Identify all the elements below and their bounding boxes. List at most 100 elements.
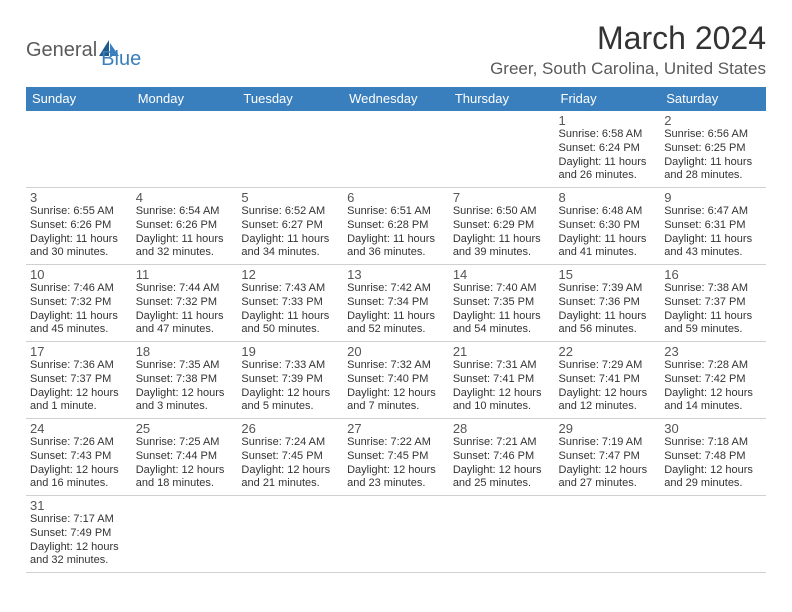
calendar-cell-day-30: 30Sunrise: 7:18 AMSunset: 7:48 PMDayligh… xyxy=(660,419,766,496)
daylight-text: Daylight: 11 hours and 52 minutes. xyxy=(347,310,445,338)
daylight-text: Daylight: 12 hours and 23 minutes. xyxy=(347,464,445,492)
day-info: Sunrise: 7:17 AMSunset: 7:49 PMDaylight:… xyxy=(30,513,128,568)
day-info: Sunrise: 7:22 AMSunset: 7:45 PMDaylight:… xyxy=(347,436,445,491)
calendar-cell-day-6: 6Sunrise: 6:51 AMSunset: 6:28 PMDaylight… xyxy=(343,188,449,265)
location-subtitle: Greer, South Carolina, United States xyxy=(490,59,766,79)
day-number: 4 xyxy=(136,190,234,205)
sunset-text: Sunset: 6:31 PM xyxy=(664,219,762,233)
day-info: Sunrise: 7:28 AMSunset: 7:42 PMDaylight:… xyxy=(664,359,762,414)
sunrise-text: Sunrise: 7:19 AM xyxy=(559,436,657,450)
day-info: Sunrise: 7:29 AMSunset: 7:41 PMDaylight:… xyxy=(559,359,657,414)
calendar-cell-day-21: 21Sunrise: 7:31 AMSunset: 7:41 PMDayligh… xyxy=(449,342,555,419)
sunset-text: Sunset: 7:45 PM xyxy=(241,450,339,464)
sunrise-text: Sunrise: 7:22 AM xyxy=(347,436,445,450)
sunrise-text: Sunrise: 6:54 AM xyxy=(136,205,234,219)
calendar-cell-day-5: 5Sunrise: 6:52 AMSunset: 6:27 PMDaylight… xyxy=(237,188,343,265)
calendar-cell-empty xyxy=(449,111,555,188)
daylight-text: Daylight: 11 hours and 39 minutes. xyxy=(453,233,551,261)
daylight-text: Daylight: 12 hours and 14 minutes. xyxy=(664,387,762,415)
sunrise-text: Sunrise: 6:47 AM xyxy=(664,205,762,219)
sunrise-text: Sunrise: 7:32 AM xyxy=(347,359,445,373)
day-number: 25 xyxy=(136,421,234,436)
calendar-cell-day-3: 3Sunrise: 6:55 AMSunset: 6:26 PMDaylight… xyxy=(26,188,132,265)
column-header-sunday: Sunday xyxy=(26,87,132,111)
sunset-text: Sunset: 7:34 PM xyxy=(347,296,445,310)
sunrise-text: Sunrise: 7:35 AM xyxy=(136,359,234,373)
day-info: Sunrise: 6:48 AMSunset: 6:30 PMDaylight:… xyxy=(559,205,657,260)
sunset-text: Sunset: 7:47 PM xyxy=(559,450,657,464)
sunset-text: Sunset: 7:46 PM xyxy=(453,450,551,464)
calendar-cell-empty xyxy=(660,496,766,573)
day-info: Sunrise: 7:40 AMSunset: 7:35 PMDaylight:… xyxy=(453,282,551,337)
sunrise-text: Sunrise: 6:58 AM xyxy=(559,128,657,142)
sunset-text: Sunset: 7:32 PM xyxy=(30,296,128,310)
daylight-text: Daylight: 12 hours and 16 minutes. xyxy=(30,464,128,492)
calendar-cell-day-20: 20Sunrise: 7:32 AMSunset: 7:40 PMDayligh… xyxy=(343,342,449,419)
daylight-text: Daylight: 12 hours and 18 minutes. xyxy=(136,464,234,492)
calendar-cell-day-15: 15Sunrise: 7:39 AMSunset: 7:36 PMDayligh… xyxy=(555,265,661,342)
day-info: Sunrise: 7:42 AMSunset: 7:34 PMDaylight:… xyxy=(347,282,445,337)
daylight-text: Daylight: 12 hours and 10 minutes. xyxy=(453,387,551,415)
daylight-text: Daylight: 12 hours and 5 minutes. xyxy=(241,387,339,415)
sunrise-text: Sunrise: 7:29 AM xyxy=(559,359,657,373)
calendar-cell-day-16: 16Sunrise: 7:38 AMSunset: 7:37 PMDayligh… xyxy=(660,265,766,342)
day-number: 29 xyxy=(559,421,657,436)
sunrise-text: Sunrise: 7:42 AM xyxy=(347,282,445,296)
sunset-text: Sunset: 7:37 PM xyxy=(664,296,762,310)
day-info: Sunrise: 7:33 AMSunset: 7:39 PMDaylight:… xyxy=(241,359,339,414)
daylight-text: Daylight: 12 hours and 21 minutes. xyxy=(241,464,339,492)
sunrise-text: Sunrise: 7:28 AM xyxy=(664,359,762,373)
calendar-row: 24Sunrise: 7:26 AMSunset: 7:43 PMDayligh… xyxy=(26,419,766,496)
daylight-text: Daylight: 12 hours and 7 minutes. xyxy=(347,387,445,415)
sunrise-text: Sunrise: 7:38 AM xyxy=(664,282,762,296)
daylight-text: Daylight: 11 hours and 32 minutes. xyxy=(136,233,234,261)
day-number: 20 xyxy=(347,344,445,359)
day-info: Sunrise: 7:39 AMSunset: 7:36 PMDaylight:… xyxy=(559,282,657,337)
sunset-text: Sunset: 7:49 PM xyxy=(30,527,128,541)
sunset-text: Sunset: 7:43 PM xyxy=(30,450,128,464)
sunrise-text: Sunrise: 7:17 AM xyxy=(30,513,128,527)
day-number: 27 xyxy=(347,421,445,436)
daylight-text: Daylight: 11 hours and 54 minutes. xyxy=(453,310,551,338)
day-info: Sunrise: 7:26 AMSunset: 7:43 PMDaylight:… xyxy=(30,436,128,491)
day-number: 23 xyxy=(664,344,762,359)
calendar-cell-day-31: 31Sunrise: 7:17 AMSunset: 7:49 PMDayligh… xyxy=(26,496,132,573)
calendar-row: 31Sunrise: 7:17 AMSunset: 7:49 PMDayligh… xyxy=(26,496,766,573)
sunrise-text: Sunrise: 6:48 AM xyxy=(559,205,657,219)
sunset-text: Sunset: 7:37 PM xyxy=(30,373,128,387)
calendar-cell-day-8: 8Sunrise: 6:48 AMSunset: 6:30 PMDaylight… xyxy=(555,188,661,265)
day-number: 31 xyxy=(30,498,128,513)
day-info: Sunrise: 6:50 AMSunset: 6:29 PMDaylight:… xyxy=(453,205,551,260)
column-header-friday: Friday xyxy=(555,87,661,111)
calendar-cell-day-28: 28Sunrise: 7:21 AMSunset: 7:46 PMDayligh… xyxy=(449,419,555,496)
sunrise-text: Sunrise: 6:55 AM xyxy=(30,205,128,219)
day-number: 10 xyxy=(30,267,128,282)
daylight-text: Daylight: 12 hours and 12 minutes. xyxy=(559,387,657,415)
title-block: March 2024 Greer, South Carolina, United… xyxy=(490,20,766,79)
day-number: 2 xyxy=(664,113,762,128)
calendar-row: 1Sunrise: 6:58 AMSunset: 6:24 PMDaylight… xyxy=(26,111,766,188)
day-info: Sunrise: 6:51 AMSunset: 6:28 PMDaylight:… xyxy=(347,205,445,260)
calendar-cell-day-11: 11Sunrise: 7:44 AMSunset: 7:32 PMDayligh… xyxy=(132,265,238,342)
day-info: Sunrise: 7:43 AMSunset: 7:33 PMDaylight:… xyxy=(241,282,339,337)
daylight-text: Daylight: 11 hours and 50 minutes. xyxy=(241,310,339,338)
daylight-text: Daylight: 12 hours and 25 minutes. xyxy=(453,464,551,492)
day-number: 14 xyxy=(453,267,551,282)
daylight-text: Daylight: 11 hours and 43 minutes. xyxy=(664,233,762,261)
day-info: Sunrise: 7:38 AMSunset: 7:37 PMDaylight:… xyxy=(664,282,762,337)
sunset-text: Sunset: 7:45 PM xyxy=(347,450,445,464)
sunrise-text: Sunrise: 6:52 AM xyxy=(241,205,339,219)
day-number: 11 xyxy=(136,267,234,282)
calendar-cell-day-19: 19Sunrise: 7:33 AMSunset: 7:39 PMDayligh… xyxy=(237,342,343,419)
sunset-text: Sunset: 7:42 PM xyxy=(664,373,762,387)
sunrise-text: Sunrise: 7:46 AM xyxy=(30,282,128,296)
sunrise-text: Sunrise: 7:40 AM xyxy=(453,282,551,296)
day-number: 24 xyxy=(30,421,128,436)
sunset-text: Sunset: 7:44 PM xyxy=(136,450,234,464)
sunrise-text: Sunrise: 7:21 AM xyxy=(453,436,551,450)
logo-text-general: General xyxy=(26,39,97,62)
day-info: Sunrise: 6:56 AMSunset: 6:25 PMDaylight:… xyxy=(664,128,762,183)
daylight-text: Daylight: 11 hours and 47 minutes. xyxy=(136,310,234,338)
day-number: 21 xyxy=(453,344,551,359)
day-info: Sunrise: 7:35 AMSunset: 7:38 PMDaylight:… xyxy=(136,359,234,414)
